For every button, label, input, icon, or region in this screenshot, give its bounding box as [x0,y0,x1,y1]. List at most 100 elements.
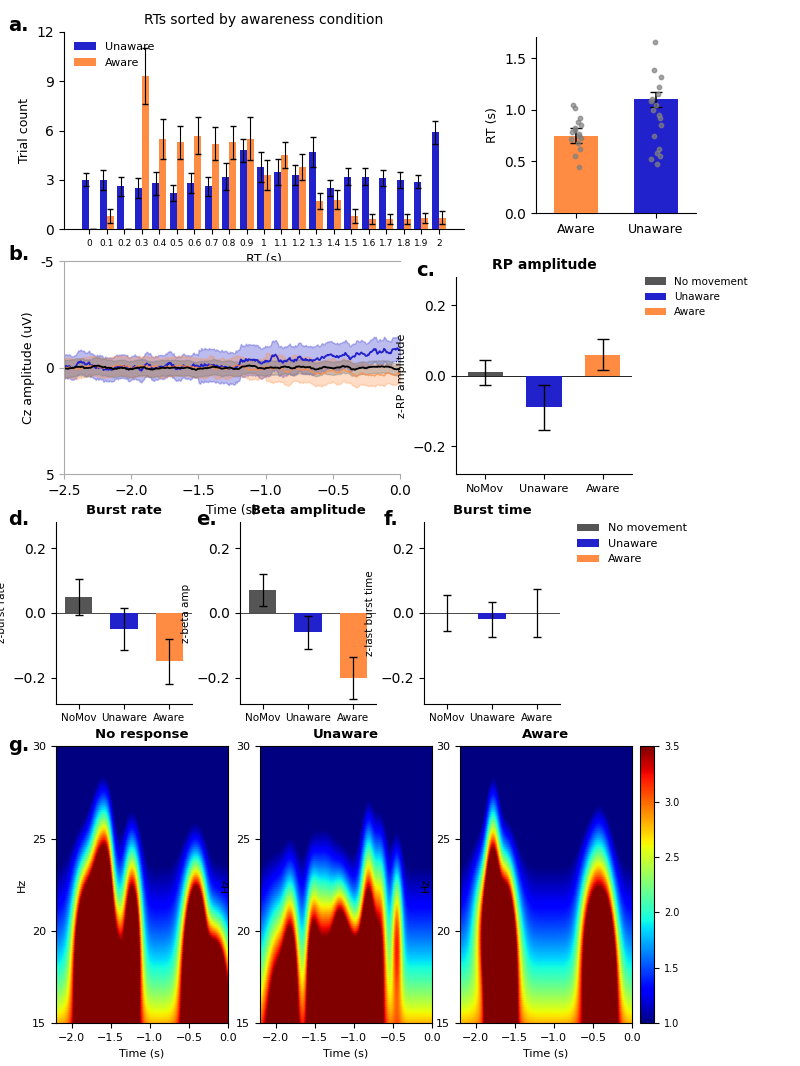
Y-axis label: z-beta amp: z-beta amp [182,583,191,643]
Bar [170,193,177,229]
X-axis label: Time (s): Time (s) [323,1049,369,1059]
X-axis label: Time (s): Time (s) [119,1049,165,1059]
Title: Aware: Aware [522,728,570,741]
Bar [294,613,322,632]
Bar [239,150,246,229]
Bar [274,172,282,229]
Bar [142,77,149,229]
Point [571,114,584,131]
Bar [634,99,678,213]
Point [648,34,661,51]
Text: g.: g. [8,736,30,755]
Bar [317,201,323,229]
Title: No response: No response [95,728,189,741]
Bar [404,220,411,229]
Text: c.: c. [416,261,435,280]
Bar [134,188,142,229]
Y-axis label: RT (s): RT (s) [486,108,498,143]
Point [648,62,661,79]
Text: d.: d. [8,510,30,529]
Bar [159,139,166,229]
Point [652,79,665,96]
Point [655,68,668,85]
Bar [282,156,289,229]
Bar [345,177,351,229]
Y-axis label: z-burst rate: z-burst rate [0,582,7,644]
Bar [222,177,229,229]
X-axis label: RT (s): RT (s) [246,254,282,266]
Bar [334,199,341,229]
Y-axis label: z-RP amplitude: z-RP amplitude [398,334,407,418]
Point [654,110,667,127]
Bar [177,142,183,229]
Point [651,145,664,162]
Point [574,116,587,133]
Bar [205,187,211,229]
Bar [369,220,376,229]
Bar [211,144,218,229]
Bar [299,166,306,229]
Bar [379,178,386,229]
Text: b.: b. [8,245,30,264]
Bar [100,180,106,229]
Point [655,116,668,133]
Point [575,129,588,146]
Bar [432,132,439,229]
Bar [156,613,183,662]
Point [573,125,586,142]
Point [650,155,663,172]
Point [574,141,586,158]
Legend: No movement, Unaware, Aware: No movement, Unaware, Aware [641,273,752,321]
Point [565,130,578,147]
Point [646,101,659,118]
Point [568,119,581,136]
X-axis label: Time (s): Time (s) [206,503,258,517]
Bar [106,216,114,229]
Y-axis label: Hz: Hz [221,877,230,892]
Bar [397,180,404,229]
Bar [414,181,422,229]
Bar [292,175,299,229]
X-axis label: Time (s): Time (s) [523,1049,569,1059]
Point [654,148,666,165]
Point [653,141,666,158]
Bar [257,166,264,229]
Bar [249,591,276,613]
Bar [439,217,446,229]
Bar [65,597,92,613]
Point [573,127,586,144]
Title: RP amplitude: RP amplitude [492,258,596,272]
Point [645,93,658,110]
Y-axis label: Hz: Hz [17,877,26,892]
Bar [187,183,194,229]
Text: a.: a. [8,16,29,35]
Bar [351,216,358,229]
Title: Burst time: Burst time [453,504,531,517]
Bar [194,135,201,229]
Y-axis label: Cz amplitude (uV): Cz amplitude (uV) [22,311,35,424]
Bar [117,187,124,229]
Y-axis label: z-last burst time: z-last burst time [366,570,375,656]
Point [566,96,579,113]
Bar [422,217,428,229]
Text: f.: f. [384,510,398,529]
Bar [110,613,138,629]
Bar [310,152,317,229]
Point [572,134,585,151]
Point [573,158,586,175]
Bar [362,177,369,229]
Bar [526,376,562,407]
Point [574,110,586,127]
Title: Burst rate: Burst rate [86,504,162,517]
Legend: Unaware, Aware: Unaware, Aware [70,37,159,72]
Point [569,148,582,165]
Legend: No movement, Unaware, Aware: No movement, Unaware, Aware [572,519,691,569]
Bar [152,183,159,229]
Y-axis label: Trial count: Trial count [18,98,31,163]
Point [653,107,666,124]
Point [569,99,582,116]
Point [645,151,658,168]
Bar [478,613,506,619]
Title: RTs sorted by awareness condition: RTs sorted by awareness condition [144,13,384,27]
Title: Beta amplitude: Beta amplitude [250,504,366,517]
